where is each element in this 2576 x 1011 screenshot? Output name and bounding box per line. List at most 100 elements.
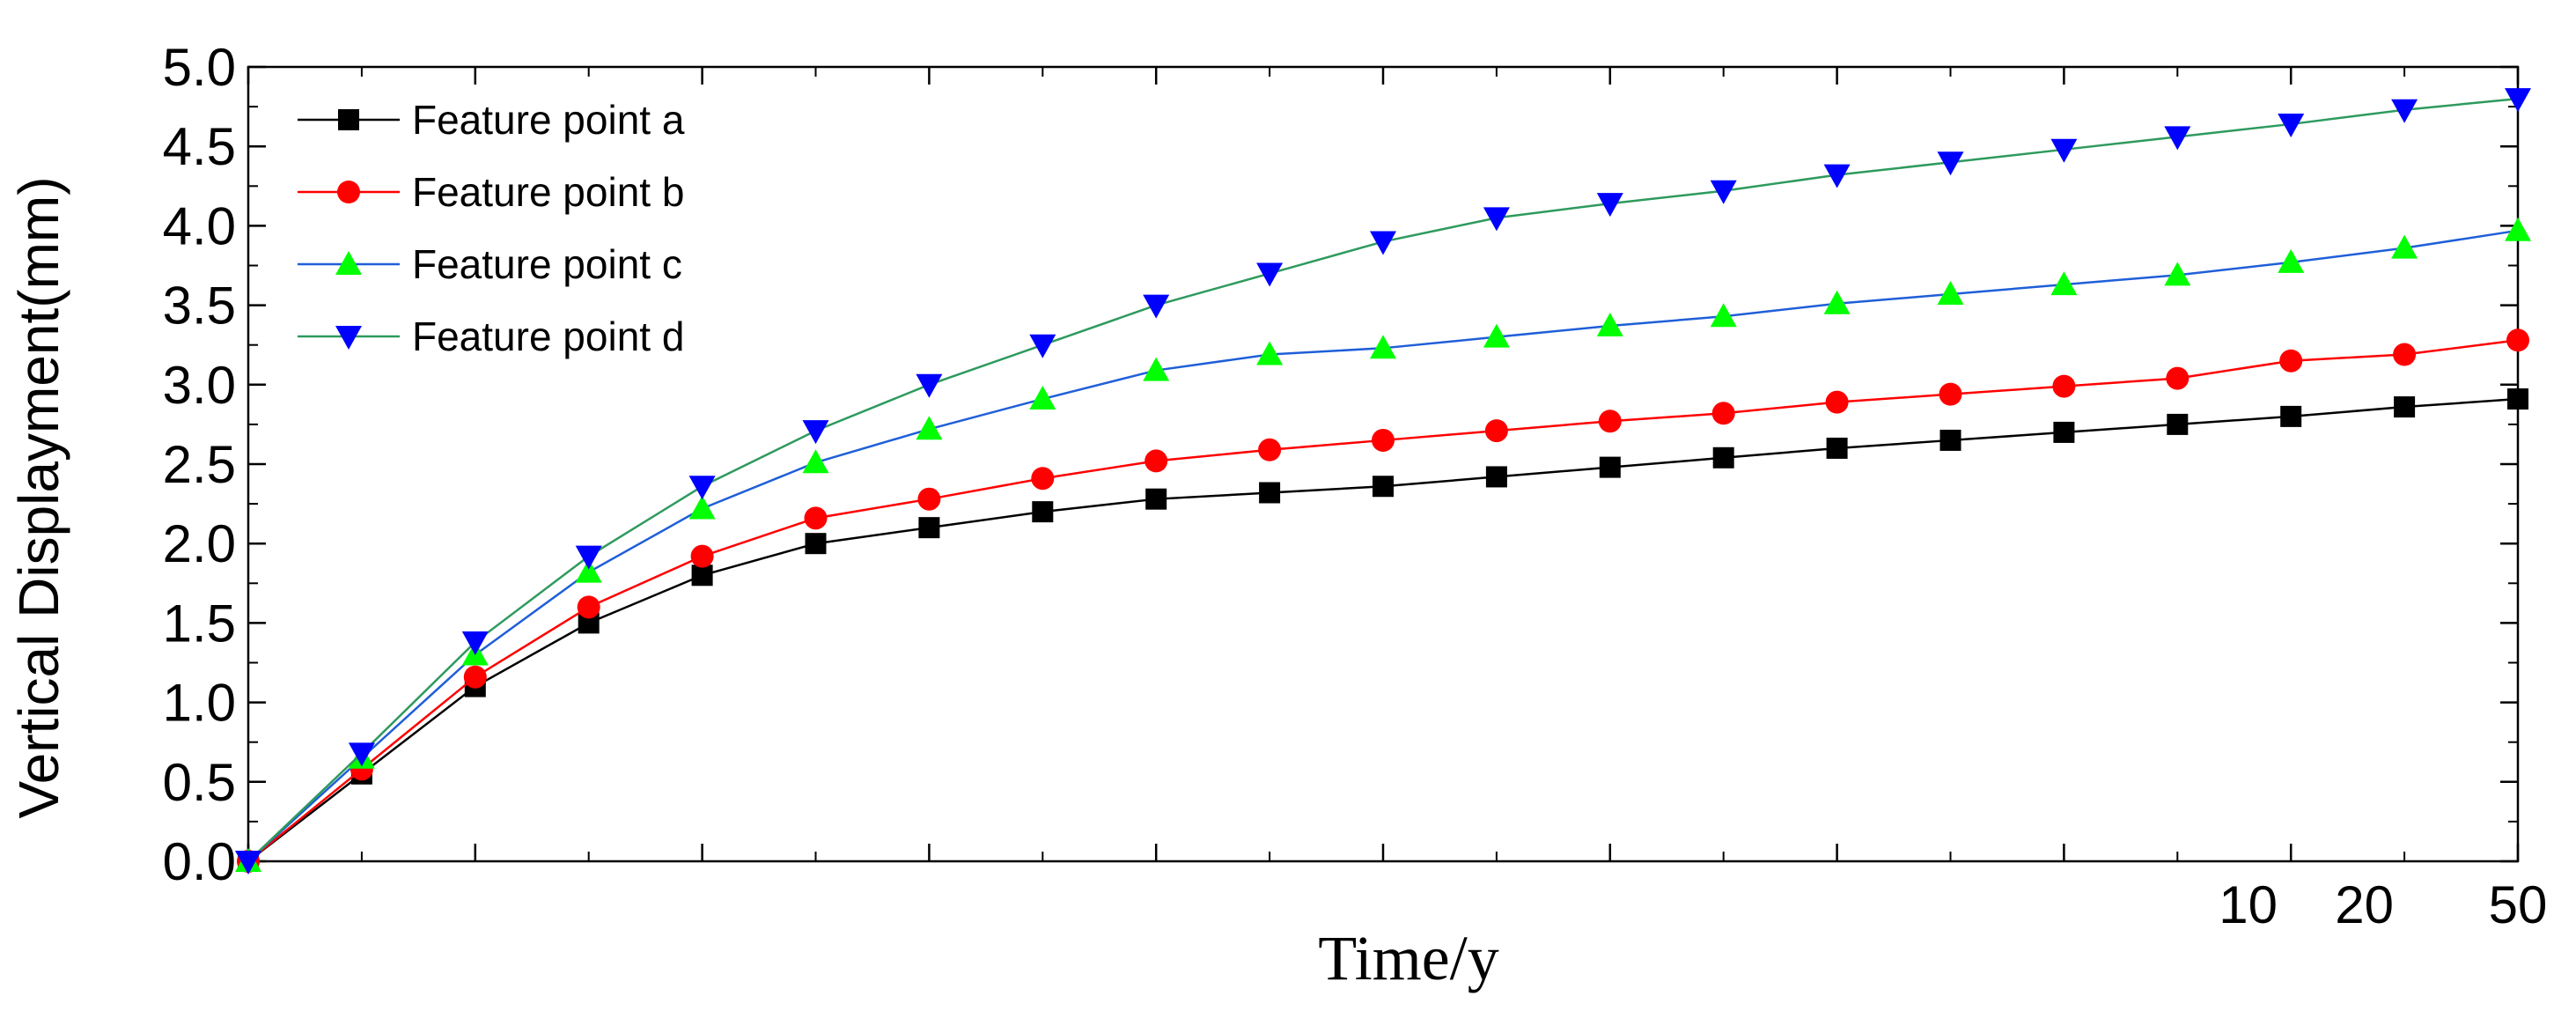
x-axis: 10 20 50 (247, 67, 2548, 934)
data-point (1599, 456, 1621, 478)
data-point (2050, 138, 2078, 163)
data-point (2164, 262, 2191, 286)
data-point (1596, 313, 1623, 337)
data-point (2050, 271, 2078, 296)
series-layer (235, 88, 2531, 874)
data-point (1256, 262, 1284, 287)
y-tick-label: 3.0 (163, 356, 236, 415)
data-point (1370, 231, 1396, 255)
data-point (2279, 349, 2303, 373)
y-tick-label: 1.5 (163, 594, 236, 653)
data-point (1143, 294, 1170, 319)
data-point (463, 665, 487, 689)
x-tick-label: 50 (2489, 875, 2548, 934)
data-point (688, 476, 716, 500)
series-a (238, 388, 2528, 872)
data-point (1483, 323, 1510, 348)
data-point (2166, 366, 2190, 390)
legend-label: Feature point d (412, 314, 684, 359)
data-point (1823, 290, 1851, 314)
y-tick-label: 4.5 (163, 117, 236, 176)
data-point (691, 565, 713, 587)
data-point (2505, 88, 2531, 113)
data-point (575, 558, 602, 583)
data-point (1823, 164, 1851, 188)
data-point (2391, 234, 2418, 259)
data-point (1937, 280, 1964, 305)
data-point (1484, 419, 1508, 443)
data-point (1939, 429, 1961, 451)
legend-label: Feature point c (412, 241, 682, 287)
y-axis: 0.0 0.5 1.0 1.5 2.0 2.5 3.0 3.5 4.0 4.5 5.0 (163, 38, 2518, 891)
y-tick-label: 0.0 (163, 832, 236, 891)
x-axis-title: Time/y (1318, 923, 1498, 993)
y-axis-title: Vertical Displayment(mm) (7, 176, 70, 818)
data-point (1029, 386, 1056, 410)
data-point (577, 595, 600, 619)
data-point (916, 416, 943, 440)
y-tick-label: 1.0 (163, 674, 236, 733)
legend-marker (335, 326, 362, 350)
data-point (1596, 193, 1623, 218)
data-point (1937, 151, 1964, 176)
series-d (235, 88, 2531, 874)
data-point (688, 495, 716, 520)
legend-label: Feature point a (412, 97, 685, 143)
data-point (348, 742, 375, 767)
legend-entry: Feature point c (298, 241, 682, 287)
data-point (1145, 488, 1167, 510)
data-point (1939, 382, 1962, 406)
data-point (2391, 99, 2418, 123)
data-point (916, 373, 943, 398)
data-point (2053, 421, 2075, 443)
data-point (1825, 390, 1849, 414)
data-point (1485, 466, 1507, 488)
data-point (461, 631, 489, 656)
data-point (2507, 388, 2528, 410)
data-point (2393, 343, 2417, 366)
data-point (690, 544, 714, 568)
data-point (1032, 501, 1054, 523)
legend-entry: Feature point d (298, 314, 684, 359)
data-point (1370, 335, 1396, 359)
x-tick-label: 20 (2335, 875, 2394, 934)
legend-label: Feature point b (412, 169, 684, 215)
data-point (1143, 357, 1170, 381)
y-tick-label: 3.5 (163, 277, 236, 336)
data-point (1144, 449, 1168, 473)
data-point (235, 851, 261, 874)
data-point (1259, 482, 1281, 504)
series-b (237, 328, 2529, 873)
y-tick-label: 0.5 (163, 753, 236, 812)
data-point (575, 545, 602, 570)
y-tick-label: 2.5 (163, 435, 236, 494)
legend: Feature point a Feature point b Feature po… (298, 97, 685, 359)
data-point (2394, 396, 2416, 418)
data-point (1029, 334, 1056, 358)
data-point (1256, 341, 1284, 365)
data-point (917, 487, 941, 511)
data-point (1483, 207, 1510, 232)
x-tick-label: 10 (2219, 875, 2278, 934)
y-tick-label: 4.0 (163, 196, 236, 255)
data-point (2278, 248, 2305, 273)
legend-marker (335, 251, 362, 275)
data-point (804, 506, 828, 530)
legend-entry: Feature point b (298, 169, 684, 215)
data-point (1372, 428, 1395, 452)
data-point (805, 533, 827, 555)
data-point (1258, 438, 1282, 461)
data-point (802, 420, 829, 445)
data-point (2505, 217, 2531, 241)
data-point (918, 517, 940, 539)
y-tick-label: 2.0 (163, 514, 236, 573)
data-point (1710, 303, 1737, 328)
data-point (1711, 402, 1735, 425)
data-point (1031, 467, 1055, 491)
data-point (2506, 328, 2529, 352)
data-point (2052, 374, 2076, 398)
data-point (1710, 180, 1737, 204)
y-tick-label: 5.0 (163, 38, 236, 97)
data-point (2280, 405, 2302, 427)
